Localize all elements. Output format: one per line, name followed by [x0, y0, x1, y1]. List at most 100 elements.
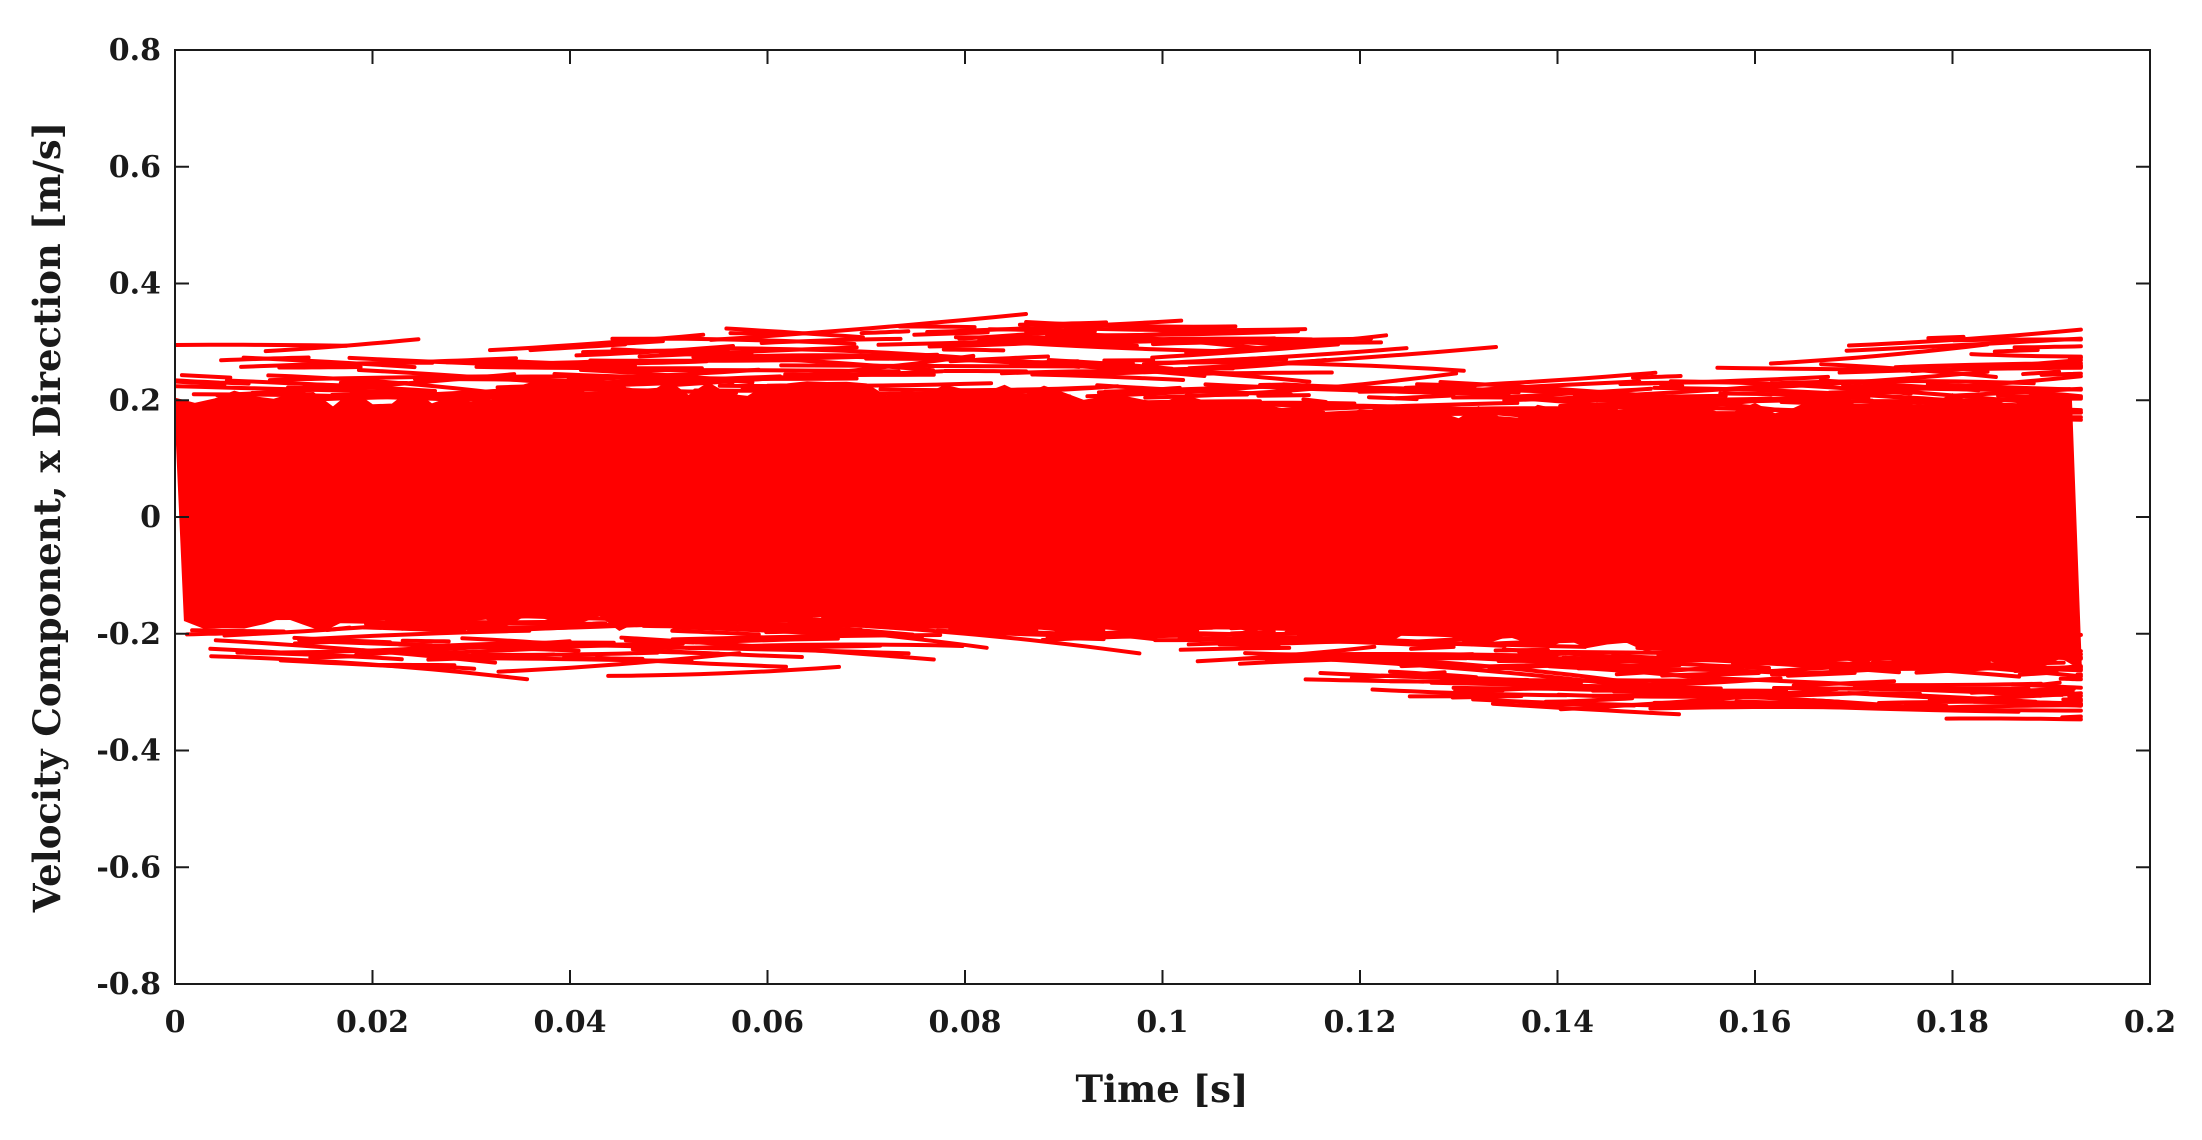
x-tick-label: 0.08: [928, 1005, 1001, 1040]
velocity-trace-segment: [1064, 623, 1120, 631]
velocity-trace: [1652, 385, 1942, 403]
velocity-trace: [1413, 407, 1535, 416]
velocity-trace: [507, 359, 637, 369]
x-axis-title: Time [s]: [1075, 1067, 1248, 1111]
velocity-trace: [2012, 344, 2083, 350]
velocity-trace: [683, 395, 792, 401]
velocity-trace: [331, 405, 467, 412]
velocity-trace: [1911, 413, 2020, 419]
velocity-trace-segment: [1155, 623, 1204, 630]
velocity-trace-segment: [1023, 625, 1050, 631]
velocity-trace: [1779, 660, 2022, 679]
velocity-trace: [1296, 633, 1587, 649]
velocity-trace: [1467, 621, 1758, 638]
velocity-trace: [813, 622, 1020, 629]
velocity-trace: [476, 601, 665, 611]
velocity-trace: [1085, 329, 1300, 338]
velocity-trace: [1178, 645, 1292, 652]
velocity-trace: [852, 621, 915, 628]
velocity-trace: [1558, 686, 1840, 712]
velocity-trace-segment: [2060, 714, 2083, 720]
velocity-trace: [1558, 425, 1609, 432]
velocity-trace: [597, 374, 783, 385]
velocity-trace: [1151, 336, 1373, 347]
velocity-trace: [263, 337, 421, 354]
velocity-trace: [1837, 365, 2083, 375]
velocity-trace-segment: [1903, 702, 1949, 708]
velocity-trace-segment: [1316, 636, 1349, 643]
velocity-trace: [416, 624, 487, 630]
velocity-trace-segment: [330, 391, 403, 397]
velocity-trace: [629, 612, 711, 620]
velocity-trace: [1293, 400, 1520, 412]
velocity-trace: [578, 367, 755, 385]
velocity-trace: [439, 612, 486, 620]
velocity-trace: [864, 624, 1142, 656]
velocity-trace: [1572, 392, 1830, 418]
velocity-trace: [2039, 371, 2083, 377]
velocity-trace: [303, 628, 532, 642]
velocity-trace: [672, 625, 851, 638]
y-tick-label: -0.8: [96, 967, 161, 1002]
velocity-trace-segment: [1812, 398, 1874, 405]
velocity-trace: [1922, 653, 1997, 662]
velocity-trace: [623, 638, 696, 645]
velocity-trace: [213, 638, 498, 665]
velocity-trace: [806, 601, 998, 608]
velocity-trace-segment: [1366, 395, 1419, 402]
velocity-trace: [1632, 676, 1783, 689]
velocity-trace: [1769, 379, 2036, 386]
velocity-trace: [533, 386, 738, 395]
velocity-trace-segment: [648, 617, 711, 625]
velocity-trace: [1089, 411, 1237, 424]
velocity-trace-segment: [1811, 698, 1841, 704]
y-axis-title: Velocity Component, x Direction [m/s]: [25, 122, 69, 913]
velocity-trace: [1790, 389, 1919, 399]
velocity-trace: [914, 614, 1034, 621]
velocity-trace-segment: [2021, 369, 2062, 377]
velocity-trace: [1024, 320, 1238, 329]
x-tick-label: 0: [165, 1005, 186, 1040]
velocity-trace: [1085, 383, 1281, 399]
y-tick-label: 0.4: [109, 267, 161, 302]
velocity-trace: [1992, 348, 2040, 354]
y-axis-ticks: -0.8 -0.6 -0.4 -0.2 0 0.2 0.4 0.6 0.8: [96, 33, 2150, 1002]
velocity-trace: [779, 363, 1086, 369]
velocity-trace: [1425, 626, 1513, 635]
velocity-trace-segment: [1493, 685, 1556, 693]
velocity-trace: [717, 381, 994, 389]
velocity-trace: [1066, 592, 1348, 611]
velocity-trace: [1370, 687, 1568, 698]
velocity-trace-segment: [1561, 655, 1630, 663]
velocity-trace: [278, 658, 431, 670]
velocity-trace: [1623, 659, 1771, 670]
velocity-trace: [1114, 630, 1246, 637]
velocity-trace: [297, 637, 403, 646]
velocity-trace-segment: [1415, 382, 1477, 388]
velocity-trace-segment: [1938, 384, 1975, 390]
y-tick-label: -0.4: [96, 734, 161, 769]
velocity-trace: [925, 318, 1184, 334]
velocity-traces: [175, 312, 2083, 722]
velocity-trace: [897, 324, 977, 330]
velocity-trace: [1349, 411, 1487, 416]
velocity-trace: [1808, 656, 2009, 670]
velocity-trace: [229, 412, 489, 426]
velocity-trace: [211, 415, 364, 427]
velocity-trace-segment: [1691, 670, 1761, 678]
y-tick-label: 0: [140, 500, 161, 535]
velocity-trace-segment: [996, 629, 1033, 636]
velocity-trace: [206, 612, 348, 620]
velocity-trace: [836, 403, 1023, 409]
velocity-trace: [724, 326, 865, 340]
velocity-trace-segment: [292, 639, 341, 646]
velocity-trace-segment: [1708, 666, 1745, 672]
x-tick-label: 0.18: [1916, 1005, 1989, 1040]
velocity-trace-segment: [1926, 334, 1966, 341]
velocity-trace: [496, 651, 742, 674]
velocity-trace: [1706, 416, 1945, 430]
velocity-trace: [1357, 388, 1453, 394]
x-tick-label: 0.16: [1718, 1005, 1791, 1040]
velocity-trace: [670, 628, 761, 637]
